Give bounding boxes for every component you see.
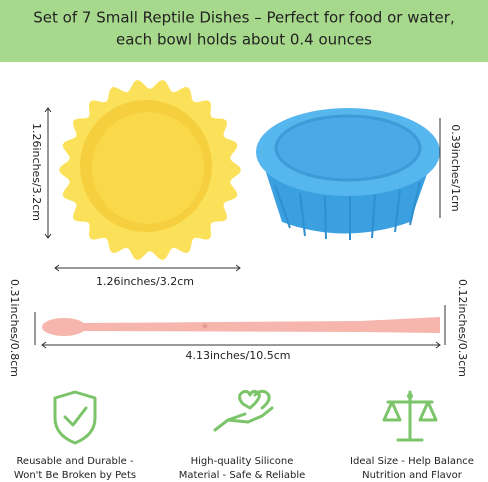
spoon [42, 317, 440, 336]
hand-heart-icon [213, 389, 274, 432]
blue-bowl [256, 108, 440, 240]
dimension-label: 0.31inches/0.8cm [8, 279, 21, 377]
feature-text: Nutrition and Flavor [362, 470, 463, 481]
feature-text: Ideal Size - Help Balance [350, 456, 474, 467]
dimension-label: 1.26inches/3.2cm [96, 275, 194, 288]
dimension-label: 0.39inches/1cm [449, 124, 462, 212]
scale-icon [382, 390, 438, 442]
dimension-label: 0.12inches/0.3cm [456, 279, 469, 377]
bowl-ridges [274, 181, 421, 240]
feature-text: High-quality Silicone [191, 456, 294, 467]
spoon-bowl [42, 318, 86, 336]
dim-line [54, 264, 241, 272]
feature-text: Reusable and Durable - [16, 456, 134, 467]
bowl-inner [274, 114, 422, 182]
dimension-label: 4.13inches/10.5cm [186, 349, 291, 362]
dimension-label: 1.26inches/3.2cm [30, 123, 43, 221]
feature-text: Material - Safe & Reliable [179, 470, 306, 481]
header-banner [0, 0, 488, 62]
title-line: each bowl holds about 0.4 ounces [116, 31, 372, 49]
dish-floor [92, 112, 204, 224]
spoon-hole [202, 323, 208, 329]
dim-line [34, 305, 446, 349]
title-line: Set of 7 Small Reptile Dishes – Perfect … [33, 9, 454, 27]
feature-text: Won't Be Broken by Pets [14, 470, 136, 481]
spoon-handle [84, 317, 440, 333]
yellow-dish [59, 79, 241, 261]
dim-line [44, 107, 52, 239]
shield-icon [53, 390, 97, 445]
